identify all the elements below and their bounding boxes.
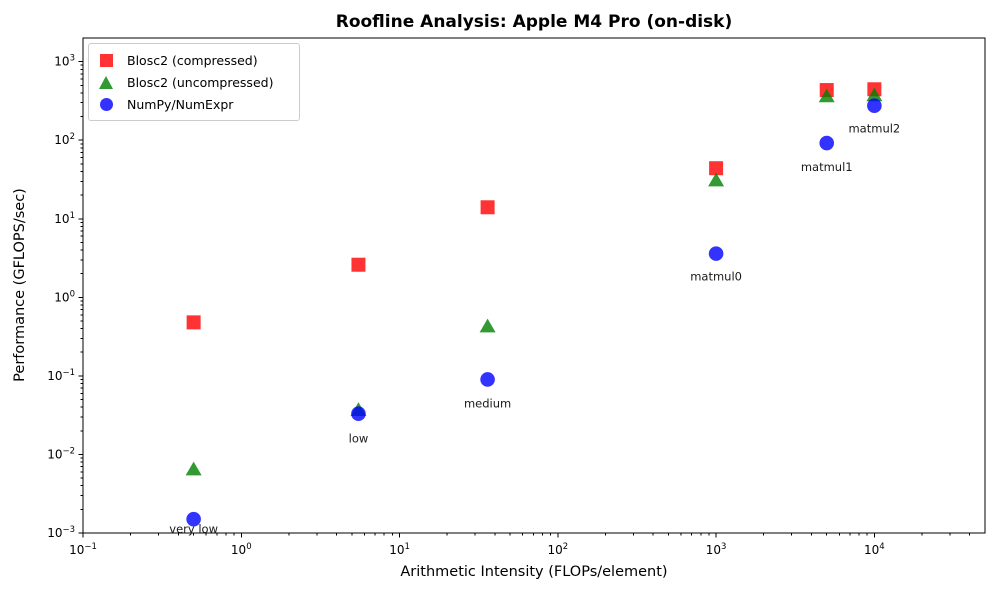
x-tick-label: 102 bbox=[547, 542, 568, 557]
square-icon bbox=[99, 53, 113, 67]
x-tick-label: 100 bbox=[231, 542, 252, 557]
x-axis-label: Arithmetic Intensity (FLOPs/element) bbox=[400, 564, 668, 580]
y-tick-label: 10−2 bbox=[47, 446, 75, 461]
triangle-icon bbox=[99, 75, 113, 89]
y-tick-label: 101 bbox=[54, 211, 75, 226]
data-point-triangle bbox=[479, 318, 496, 333]
data-point-triangle bbox=[866, 87, 883, 102]
legend-item: Blosc2 (compressed) bbox=[98, 51, 289, 69]
data-point-triangle bbox=[185, 461, 202, 476]
point-annotation: matmul2 bbox=[848, 122, 900, 136]
circle-marker-icon bbox=[98, 97, 114, 111]
legend-item: Blosc2 (uncompressed) bbox=[98, 73, 289, 91]
x-tick-label: 103 bbox=[706, 542, 727, 557]
point-annotation: matmul0 bbox=[690, 270, 742, 284]
x-tick-label: 101 bbox=[389, 542, 410, 557]
y-tick-label: 10−3 bbox=[47, 525, 75, 540]
data-point-circle bbox=[186, 511, 201, 527]
y-tick-label: 10−1 bbox=[47, 368, 75, 383]
chart-title: Roofline Analysis: Apple M4 Pro (on-disk… bbox=[335, 12, 733, 32]
data-point-circle bbox=[819, 135, 835, 151]
data-point-square bbox=[480, 200, 495, 215]
data-point-circle bbox=[480, 372, 495, 387]
y-axis-label: Performance (GFLOPS/sec) bbox=[12, 188, 28, 382]
data-point-triangle bbox=[708, 172, 725, 187]
y-tick-label: 102 bbox=[54, 132, 75, 147]
square-marker-icon bbox=[98, 53, 114, 67]
point-annotation: matmul1 bbox=[801, 160, 853, 174]
legend-label: Blosc2 (compressed) bbox=[127, 52, 258, 68]
circle-icon bbox=[99, 97, 113, 111]
data-point-triangle bbox=[818, 88, 835, 103]
x-tick-label: 104 bbox=[864, 542, 885, 557]
legend-item: NumPy/NumExpr bbox=[98, 95, 289, 113]
x-tick-label: 10−1 bbox=[69, 542, 97, 557]
data-point-circle bbox=[351, 406, 366, 422]
data-point-square bbox=[709, 161, 724, 176]
y-tick-label: 100 bbox=[54, 289, 75, 304]
point-annotation: very low bbox=[169, 522, 218, 536]
data-point-circle bbox=[867, 98, 882, 113]
axes-frame bbox=[82, 37, 986, 534]
legend-label: NumPy/NumExpr bbox=[127, 96, 234, 112]
legend: Blosc2 (compressed) Blosc2 (uncompressed)… bbox=[88, 43, 300, 121]
triangle-marker-icon bbox=[98, 75, 114, 89]
data-point-circle bbox=[708, 246, 724, 261]
data-point-square bbox=[351, 257, 366, 272]
data-point-square bbox=[186, 315, 201, 330]
point-annotation: low bbox=[349, 432, 369, 446]
point-annotation: medium bbox=[464, 396, 511, 410]
legend-label: Blosc2 (uncompressed) bbox=[127, 74, 274, 90]
y-tick-label: 103 bbox=[54, 54, 75, 69]
